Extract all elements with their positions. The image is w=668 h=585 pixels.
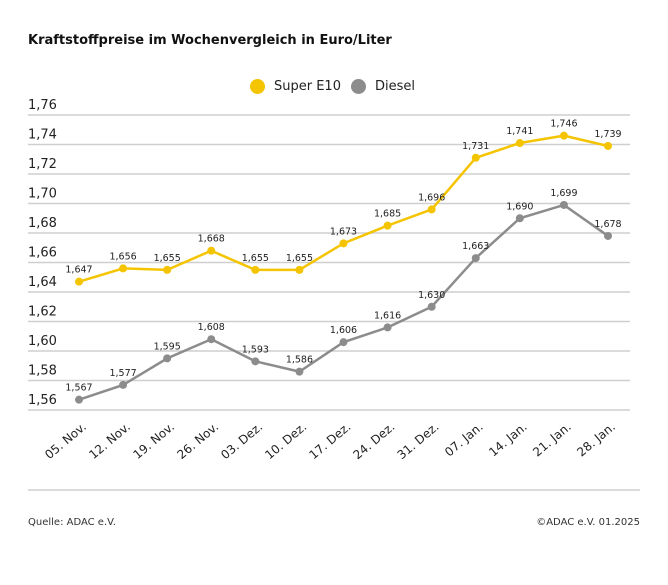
x-tick-label: 17. Dez. — [306, 420, 353, 463]
x-tick-label: 03. Dez. — [218, 420, 265, 463]
data-point — [295, 265, 304, 274]
data-label: 1,668 — [198, 234, 225, 245]
data-point — [295, 367, 304, 376]
data-point — [119, 264, 128, 273]
data-point — [339, 239, 348, 248]
y-tick-label: 1,70 — [28, 187, 57, 202]
data-point — [207, 335, 216, 344]
x-tick-label: 31. Dez. — [395, 420, 442, 463]
data-label: 1,673 — [330, 226, 357, 237]
x-tick-label: 28. Jan. — [574, 420, 618, 460]
data-label: 1,690 — [506, 201, 533, 212]
x-tick-label: 07. Jan. — [442, 420, 486, 460]
data-point — [604, 231, 612, 240]
copyright-note: ©ADAC e.V. 01.2025 — [536, 517, 640, 528]
source-note: Quelle: ADAC e.V. — [28, 517, 116, 528]
y-tick-label: 1,64 — [28, 275, 57, 290]
data-label: 1,663 — [462, 241, 489, 252]
data-label: 1,678 — [594, 219, 621, 230]
data-point — [75, 277, 83, 286]
data-point — [427, 205, 436, 214]
data-label: 1,577 — [109, 368, 136, 379]
data-label: 1,656 — [109, 251, 136, 262]
data-label: 1,746 — [550, 119, 577, 130]
legend-label: Super E10 — [274, 79, 341, 94]
data-point — [163, 354, 172, 363]
x-tick-label: 26. Nov. — [174, 420, 221, 462]
data-label: 1,739 — [594, 129, 621, 140]
y-tick-label: 1,74 — [28, 128, 57, 143]
data-point — [163, 265, 172, 274]
data-label: 1,699 — [550, 188, 577, 199]
x-tick-label: 24. Dez. — [350, 420, 397, 463]
data-label: 1,616 — [374, 310, 401, 321]
x-tick-label: 05. Nov. — [42, 420, 89, 462]
data-label: 1,696 — [418, 192, 445, 203]
data-label: 1,685 — [374, 209, 401, 220]
data-label: 1,608 — [198, 322, 225, 333]
data-point — [515, 214, 524, 223]
x-tick-label: 12. Nov. — [86, 420, 133, 462]
legend-item-diesel: Diesel — [350, 79, 415, 94]
legend: Super E10 Diesel — [250, 79, 425, 94]
y-tick-label: 1,76 — [28, 98, 57, 113]
y-tick-label: 1,56 — [28, 393, 57, 408]
data-point — [251, 265, 260, 274]
data-label: 1,595 — [154, 341, 181, 352]
data-label: 1,655 — [242, 253, 269, 264]
y-tick-label: 1,58 — [28, 364, 57, 379]
x-tick-label: 21. Jan. — [530, 420, 574, 460]
data-point — [383, 323, 392, 332]
data-label: 1,647 — [65, 265, 92, 276]
data-label: 1,606 — [330, 325, 357, 336]
data-point — [383, 221, 392, 230]
data-point — [207, 246, 216, 255]
data-label: 1,630 — [418, 290, 445, 301]
data-point — [251, 357, 260, 366]
data-label: 1,741 — [506, 126, 533, 137]
legend-swatch-super-e10 — [250, 79, 265, 94]
data-point — [604, 141, 612, 150]
x-tick-label: 19. Nov. — [130, 420, 177, 462]
legend-label: Diesel — [374, 79, 415, 94]
y-tick-label: 1,72 — [28, 157, 57, 172]
chart-title: Kraftstoffpreise im Wochenvergleich in E… — [28, 33, 392, 48]
y-tick-label: 1,68 — [28, 216, 57, 231]
data-label: 1,655 — [286, 253, 313, 264]
data-label: 1,567 — [65, 383, 92, 394]
data-label: 1,655 — [154, 253, 181, 264]
y-tick-label: 1,66 — [28, 246, 57, 261]
data-point — [119, 380, 128, 389]
y-tick-label: 1,62 — [28, 305, 57, 320]
data-point — [559, 131, 568, 140]
data-point — [515, 139, 524, 148]
y-tick-label: 1,60 — [28, 334, 57, 349]
data-label: 1,593 — [242, 344, 269, 355]
legend-swatch-diesel — [350, 79, 366, 94]
data-point — [471, 153, 480, 162]
data-point — [427, 302, 436, 311]
x-tick-label: 14. Jan. — [486, 420, 530, 460]
data-label: 1,731 — [462, 141, 489, 152]
data-point — [75, 395, 83, 404]
data-point — [471, 254, 480, 263]
data-point — [559, 200, 568, 209]
data-label: 1,586 — [286, 355, 313, 366]
data-point — [339, 338, 348, 347]
legend-item-super-e10: Super E10 — [250, 79, 341, 94]
x-tick-label: 10. Dez. — [262, 420, 309, 463]
